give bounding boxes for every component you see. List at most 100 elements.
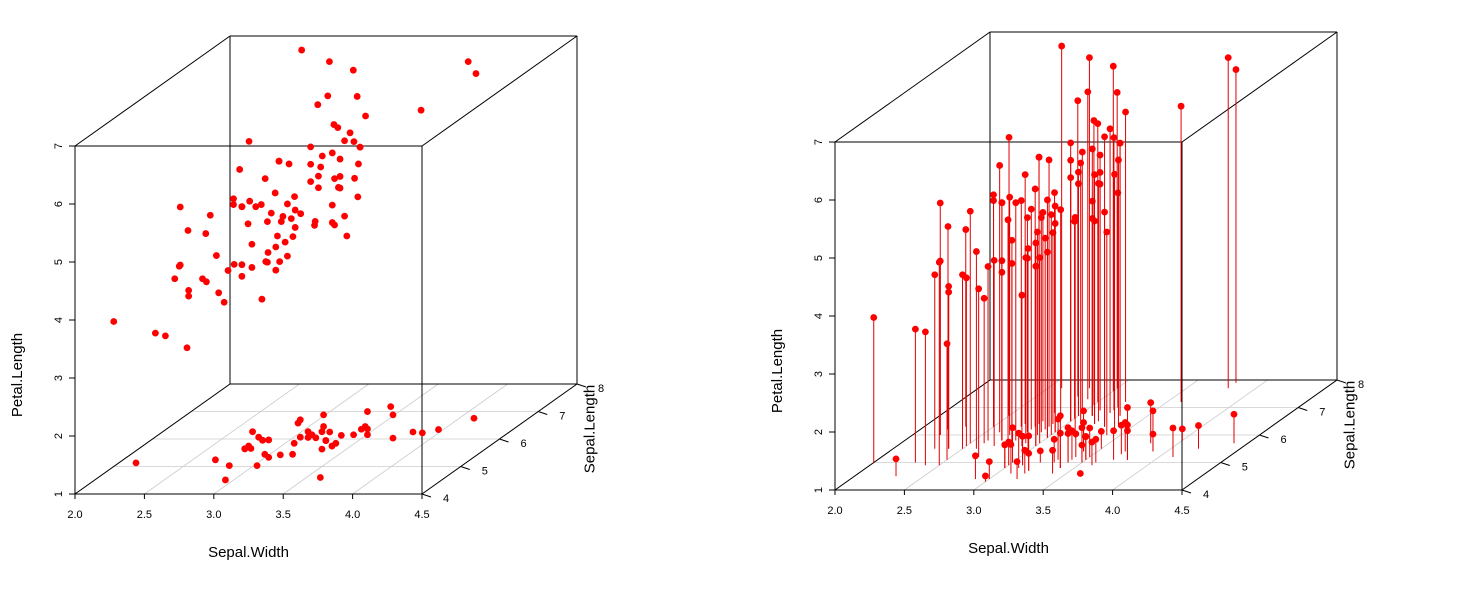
data-point [464,58,472,66]
data-points [870,42,1240,482]
data-point [1031,185,1039,193]
data-point [284,200,291,208]
x-tick-label: 3.5 [276,509,291,521]
data-point [336,173,344,180]
x-tick-label: 4.0 [1105,505,1120,517]
data-point [1027,205,1035,213]
data-point [287,215,295,223]
data-point [1015,429,1023,437]
x-tick-label: 2.0 [67,509,82,521]
data-point [996,162,1004,169]
data-point [276,451,284,459]
data-point [320,411,327,419]
x-tick-label: 4.5 [1174,505,1189,517]
data-point [1116,139,1124,147]
data-point [1013,458,1021,465]
data-point [931,271,939,279]
data-point [318,428,326,436]
data-point [943,340,951,348]
data-point [262,258,270,266]
data-point [1032,262,1040,270]
data-point [291,206,299,214]
data-point [212,456,219,464]
box-edge [1181,31,1338,143]
data-point [244,220,252,228]
data-point [318,152,326,160]
data-point [246,197,254,205]
data-point [1078,424,1086,432]
data-point [222,476,229,484]
data-point [1076,470,1084,477]
data-point [318,445,326,453]
z-axis-label: Petal.Length [769,329,786,413]
data-point [315,184,322,192]
data-point [1036,447,1044,455]
z-tick-label: 6 [813,197,825,203]
data-point [1071,213,1079,221]
data-point [247,445,255,452]
data-point [230,195,237,203]
data-point [1034,228,1041,236]
data-point [1124,404,1131,411]
data-point [298,46,306,54]
data-point [1006,193,1014,201]
plot-body: 2.0 2.5 3.0 3.5 4.0 4.5 Sepal.Width 4 5 6 7 8Sepal.… [769,31,1364,557]
plot-body: 2.0 2.5 3.0 3.5 4.0 4.5 Sepal.Width 4 5 6 7 8Sepal.… [9,35,604,561]
data-point [1008,260,1016,267]
data-point [1051,202,1059,210]
data-point [1090,117,1098,124]
data-point [870,314,878,321]
data-point [326,428,334,436]
data-point [357,425,365,433]
data-point [1124,421,1131,429]
y-tick [538,411,548,415]
data-point [351,174,358,182]
data-point [1084,88,1092,96]
data-point [1078,148,1086,156]
data-point [281,238,289,246]
y-tick [1181,489,1192,494]
data-point [470,414,478,422]
data-point [972,452,979,460]
data-point [1103,228,1111,236]
data-point [962,226,970,233]
y-tick-label: 6 [1280,434,1286,446]
data-point [267,209,275,217]
data-point [1039,209,1047,216]
y-tick-label: 5 [482,466,488,478]
data-point [249,428,256,436]
data-point [307,160,315,168]
x-axis-label: Sepal.Width [968,540,1049,557]
data-point [364,425,371,433]
data-point [151,329,159,337]
data-point [1080,407,1087,415]
data-point [206,211,214,219]
data-point [274,232,281,240]
y-tick [1259,434,1269,439]
data-point [253,462,261,469]
z-tick-label: 5 [813,255,825,261]
data-point [255,433,263,441]
data-point [982,472,989,480]
box-edge [421,35,578,147]
data-point [1082,433,1090,440]
data-point [1058,42,1066,50]
data-point [264,249,272,256]
data-point [990,257,998,264]
data-point [945,282,953,290]
y-tick [1220,462,1230,466]
data-point [245,137,253,145]
data-point [1064,424,1072,432]
data-point [1075,168,1082,176]
z-tick-label: 4 [53,317,65,323]
data-point [1091,171,1098,179]
data-point [238,203,246,211]
data-point [1025,432,1033,440]
data-point [335,184,342,191]
data-point [314,101,322,109]
data-point [998,199,1006,207]
data-point [261,175,269,183]
data-point [304,434,312,441]
data-point [317,163,325,171]
